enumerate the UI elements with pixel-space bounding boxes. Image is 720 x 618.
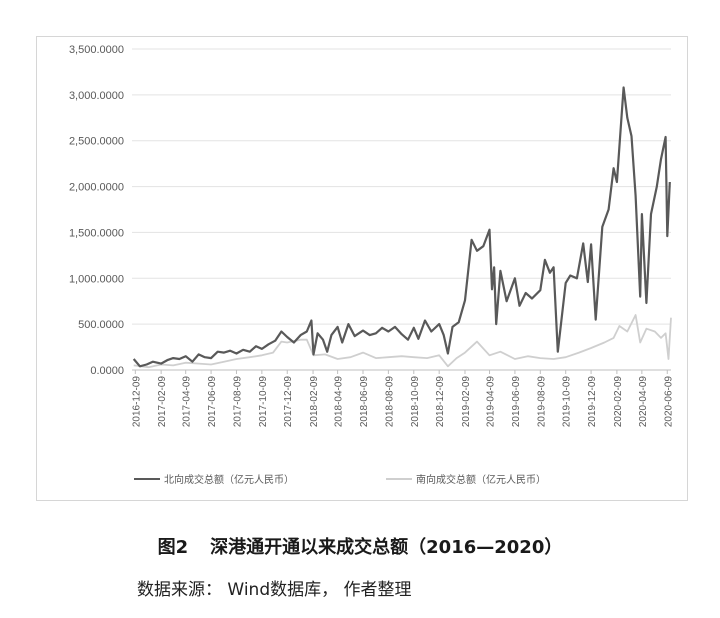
data-source-note: 数据来源： Wind数据库， 作者整理 [137, 580, 412, 600]
legend-label: 南向成交总额（亿元人民币） [416, 473, 546, 486]
x-tick-label: 2018-06-09 [359, 376, 370, 428]
grid-lines [132, 48, 671, 371]
y-tick-label: 1,500.0000 [69, 227, 124, 239]
y-tick-label: 3,500.0000 [69, 44, 124, 56]
x-tick-label: 2017-12-09 [283, 376, 294, 428]
x-tick-label: 2016-12-09 [131, 376, 142, 428]
x-tick-label: 2017-02-09 [157, 376, 168, 428]
x-tick-label: 2019-06-09 [511, 376, 522, 428]
x-tick-label: 2017-10-09 [258, 376, 269, 428]
y-tick-label: 500.0000 [78, 319, 124, 331]
figure-number: 图2 [157, 537, 189, 558]
chart-frame: 0.0000 500.0000 1,000.0000 1,500.0000 2,000.… [36, 36, 688, 501]
x-tick-label: 2018-04-09 [334, 376, 345, 428]
x-tick-label: 2018-12-09 [435, 376, 446, 428]
x-tick-label: 2020-04-09 [638, 376, 649, 428]
x-tick-label: 2019-04-09 [486, 376, 497, 428]
series-line-northbound [132, 86, 671, 368]
x-tick-label: 2018-02-09 [309, 376, 320, 428]
x-tick-label: 2019-02-09 [461, 376, 472, 428]
y-tick-label: 0.0000 [90, 365, 124, 377]
series-lines [132, 86, 672, 369]
x-tick-label: 2019-08-09 [536, 376, 547, 428]
x-tick-label: 2018-10-09 [410, 376, 421, 428]
legend: 北向成交总额（亿元人民币） 南向成交总额（亿元人民币） [134, 473, 546, 486]
x-tick-label: 2017-06-09 [207, 376, 218, 428]
y-tick-label: 1,000.0000 [69, 273, 124, 285]
y-tick-label: 3,000.0000 [69, 90, 124, 102]
legend-label: 北向成交总额（亿元人民币） [164, 473, 294, 486]
x-tick-label: 2019-10-09 [562, 376, 573, 428]
x-tick-label: 2017-08-09 [232, 376, 243, 428]
x-tick-label: 2019-12-09 [587, 376, 598, 428]
y-tick-label: 2,000.0000 [69, 182, 124, 194]
x-axis-ticks: 2016-12-09 2017-02-09 2017-04-09 2017-06-09… [131, 370, 674, 427]
series-line-southbound [133, 314, 672, 369]
x-tick-label: 2018-08-09 [384, 376, 395, 428]
x-tick-label: 2020-06-09 [663, 376, 674, 428]
line-chart: 0.0000 500.0000 1,000.0000 1,500.0000 2,000.… [69, 44, 674, 486]
x-tick-label: 2017-04-09 [182, 376, 193, 428]
figure-title: 深港通开通以来成交总额（2016—2020） [210, 537, 563, 558]
x-tick-label: 2020-02-09 [613, 376, 624, 428]
y-axis-ticks: 0.0000 500.0000 1,000.0000 1,500.0000 2,000.… [69, 44, 124, 377]
y-tick-label: 2,500.0000 [69, 136, 124, 148]
figure-caption: 图2 深港通开通以来成交总额（2016—2020） [0, 533, 720, 559]
